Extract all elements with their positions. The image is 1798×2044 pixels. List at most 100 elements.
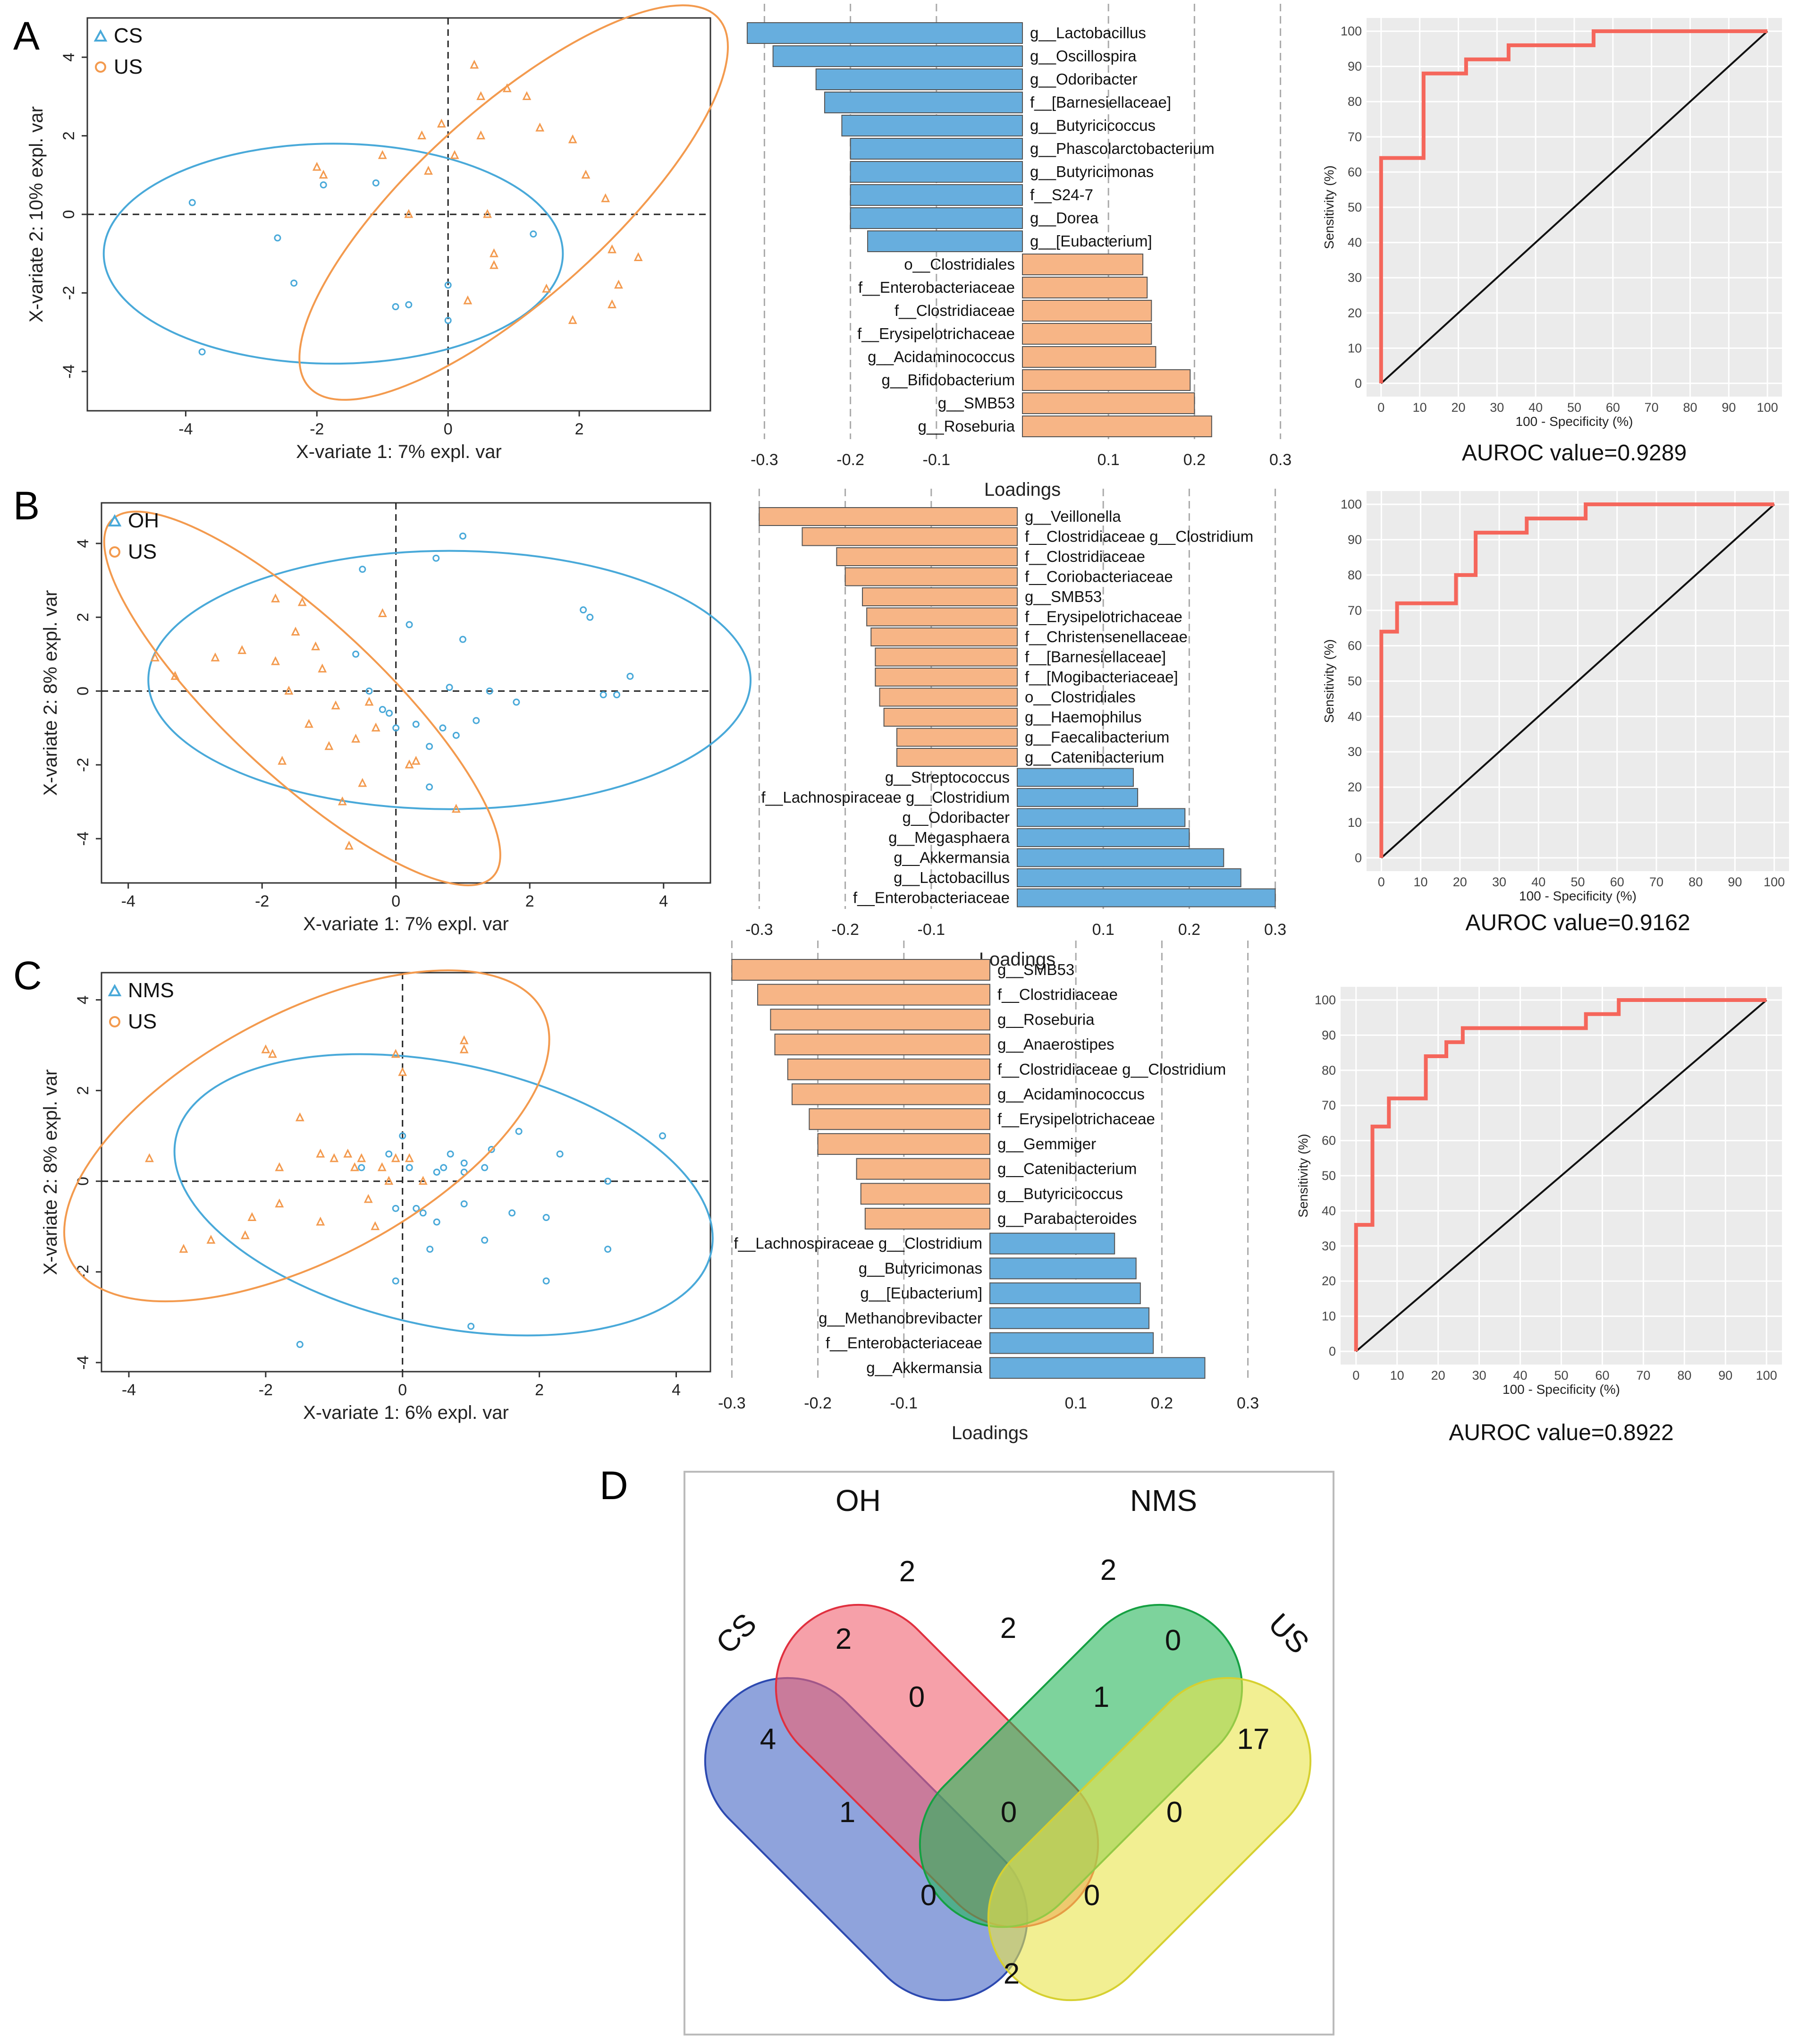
data-point: [371, 1221, 380, 1230]
y-tick-label: -4: [60, 365, 78, 379]
loading-bar: [1022, 323, 1152, 345]
roc-curve-b: 0 0 10 10 20 20 30 30 40 40 50 50 60 60 70 70 80 80 90 90 10…: [1322, 491, 1789, 935]
bar-label: g__Catenibacterium: [1025, 748, 1164, 766]
x-tick-label: 0.1: [1092, 921, 1114, 939]
x-axis-title: X-variate 1: 6% expl. var: [303, 1402, 509, 1423]
data-point: [470, 59, 479, 69]
data-point: [364, 696, 374, 706]
y-tick-label: 80: [1348, 94, 1362, 109]
bar-label: f__Clostridiaceae: [1025, 548, 1145, 565]
x-tick-label: 2: [535, 1381, 544, 1399]
data-point: [542, 283, 551, 293]
bar-label: f__Enterobacteriaceae: [853, 889, 1010, 907]
data-point: [343, 1148, 353, 1158]
y-tick-label: 20: [1348, 306, 1362, 320]
loadings-bar-chart-a: -0.3 -0.2 -0.1 0.1 0.2 0.3 Loadings g__Lactobac…: [746, 4, 1292, 500]
data-point: [601, 193, 610, 203]
panel-label-a: A: [13, 14, 40, 58]
data-point: [405, 1153, 414, 1162]
y-tick-label: 30: [1348, 745, 1362, 759]
data-point: [145, 1153, 154, 1162]
bar-label: g__Butyricimonas: [859, 1259, 982, 1277]
bar-label: g__[Eubacterium]: [860, 1284, 982, 1302]
data-point: [378, 150, 387, 159]
y-tick-label: -2: [60, 286, 78, 300]
x-tick-label: 40: [1531, 875, 1545, 889]
x-tick-label: 0: [444, 420, 453, 438]
bar-label: g__Streptococcus: [885, 769, 1010, 786]
y-tick-label: 100: [1341, 24, 1362, 38]
data-point: [452, 731, 460, 739]
panel-label-c: C: [13, 953, 42, 998]
x-tick-label: -0.3: [745, 921, 773, 939]
y-tick-label: 100: [1315, 993, 1336, 1007]
loading-bar: [879, 687, 1018, 707]
bar-label: g__Odoribacter: [1030, 70, 1137, 88]
x-tick-label: 0: [1377, 400, 1384, 415]
data-point: [377, 1162, 387, 1171]
data-point: [473, 717, 480, 724]
x-tick-label: 30: [1492, 875, 1506, 889]
data-point: [351, 733, 361, 743]
auroc-label: AUROC value=0.8922: [1449, 1420, 1673, 1445]
y-tick-label: 40: [1348, 236, 1362, 250]
x-tick-label: 60: [1595, 1368, 1609, 1382]
data-point: [274, 234, 281, 242]
x-tick-label: 10: [1413, 400, 1427, 415]
x-tick-label: 90: [1728, 875, 1742, 889]
x-tick-label: -2: [259, 1381, 273, 1399]
diagonal-reference-line: [1380, 30, 1768, 384]
legend-marker-oh: [108, 514, 122, 526]
data-point: [359, 566, 366, 573]
x-axis-title: Loadings: [979, 949, 1055, 970]
y-tick-label: 40: [1348, 709, 1362, 723]
data-point: [271, 656, 280, 665]
x-tick-label: 60: [1606, 400, 1620, 415]
loading-bar: [875, 647, 1018, 667]
legend-label-oh: OH: [128, 509, 159, 532]
data-point: [460, 1159, 468, 1167]
panel-label-d: D: [599, 1463, 628, 1508]
data-point: [633, 252, 643, 262]
data-point: [278, 755, 287, 765]
bar-label: g__Parabacteroides: [997, 1210, 1137, 1227]
loading-bar: [989, 1307, 1150, 1329]
x-tick-label: 60: [1610, 875, 1624, 889]
data-point: [350, 1162, 359, 1171]
data-point: [405, 1164, 413, 1171]
y-tick-label: 0: [74, 687, 92, 695]
loading-bar: [867, 230, 1023, 252]
bar-label: f__Clostridiaceae g__Clostridium: [997, 1060, 1226, 1078]
venn-set-label-oh: OH: [836, 1484, 881, 1518]
data-point: [398, 1067, 407, 1076]
data-point: [608, 299, 617, 308]
data-point: [444, 317, 452, 324]
data-point: [275, 1198, 284, 1208]
data-point: [424, 166, 433, 175]
y-tick-label: 10: [1322, 1309, 1336, 1323]
bar-label: f__[Barnesiellaceae]: [1025, 648, 1166, 666]
legend-label-nms: NMS: [128, 979, 174, 1002]
loading-bar: [817, 1133, 990, 1155]
legend-label-us: US: [128, 1010, 157, 1033]
loading-bar: [856, 1158, 990, 1180]
bar-label: g__Veillonella: [1025, 508, 1121, 525]
data-point: [613, 691, 621, 698]
loading-bar: [1017, 828, 1190, 847]
y-tick-label: 60: [1348, 639, 1362, 653]
data-point: [535, 122, 545, 132]
data-point: [404, 209, 414, 218]
loading-bar: [809, 1108, 990, 1130]
data-point: [426, 743, 433, 750]
bar-label: g__Faecalibacterium: [1025, 729, 1169, 746]
legend-marker-cs: [93, 29, 108, 42]
data-point: [372, 179, 380, 187]
data-point: [459, 636, 466, 643]
x-tick-label: 0.1: [1097, 451, 1120, 469]
venn-region-count: 2: [1004, 1958, 1020, 1990]
bar-label: f__Clostridiaceae g__Clostridium: [1025, 528, 1253, 545]
loading-bar: [1017, 868, 1241, 887]
bar-label: g__Catenibacterium: [997, 1160, 1137, 1178]
venn-region-count: 0: [920, 1879, 937, 1912]
